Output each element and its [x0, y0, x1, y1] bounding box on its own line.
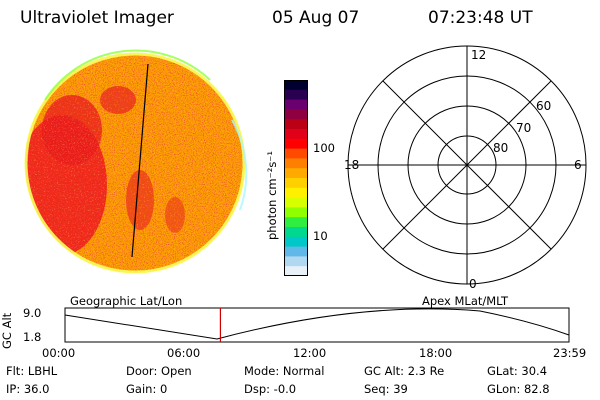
- ip-info: IP: 36.0: [6, 382, 50, 396]
- colorbar-swatch: [284, 80, 308, 91]
- colorbar-swatch: [284, 148, 308, 159]
- glon-info: GLon: 82.8: [487, 382, 550, 396]
- apex-caption: Apex MLat/MLT: [422, 294, 509, 308]
- colorbar-unit-label: photon cm⁻²s⁻¹: [265, 151, 279, 240]
- altitude-min-label: 1.8: [23, 330, 42, 344]
- colorbar-swatch: [284, 246, 308, 257]
- colorbar-swatch: [284, 138, 308, 150]
- dsp-info: Dsp: -0.0: [244, 382, 297, 396]
- colorbar-swatch: [284, 217, 308, 228]
- colorbar-tick-100: 100: [313, 141, 335, 155]
- glat-info: GLat: 30.4: [487, 364, 548, 378]
- colorbar-swatch: [284, 109, 308, 120]
- altitude-axis-label: GC Alt: [0, 312, 14, 349]
- filter-info: Flt: LBHL: [6, 364, 58, 378]
- x-tick-1800: 18:00: [419, 346, 453, 360]
- geographic-caption: Geographic Lat/Lon: [70, 294, 183, 308]
- colorbar-swatch: [284, 129, 308, 140]
- mlat-ring-label-60: 60: [536, 99, 551, 113]
- altitude-orbit-plot: [64, 307, 570, 343]
- uv-earth-disk-image: [24, 49, 248, 274]
- time-label: 07:23:48 UT: [428, 8, 533, 28]
- polar-mlt-grid: 12 18 6 0 60 70 80: [344, 45, 587, 291]
- colorbar-swatch: [284, 197, 308, 208]
- mlt-label-left: 18: [344, 158, 359, 172]
- colorbar-swatch: [284, 99, 308, 110]
- colorbar-swatch: [284, 168, 308, 179]
- x-tick-2359: 23:59: [553, 346, 587, 360]
- x-tick-0600: 06:00: [167, 346, 201, 360]
- altitude-curve: [64, 308, 570, 340]
- colorbar-swatch: [284, 178, 308, 189]
- colorbar-swatch: [284, 256, 308, 267]
- gain-info: Gain: 0: [126, 382, 168, 396]
- mlat-ring-label-80: 80: [493, 141, 508, 155]
- mlt-label-top: 12: [471, 48, 486, 62]
- colorbar-frame: [284, 80, 308, 276]
- colorbar-swatch: [284, 89, 308, 101]
- mlt-label-bottom: 0: [469, 277, 477, 291]
- date-label: 05 Aug 07: [272, 8, 360, 28]
- colorbar-swatch: [284, 266, 308, 276]
- mlat-ring-label-70: 70: [516, 121, 531, 135]
- colorbar-swatch: [284, 227, 308, 238]
- x-tick-1200: 12:00: [293, 346, 327, 360]
- mlt-label-right: 6: [574, 158, 582, 172]
- colorbar-swatch: [284, 187, 308, 199]
- color-scale-bar: [284, 80, 308, 276]
- colorbar-swatch: [284, 119, 308, 130]
- colorbar-swatch: [284, 207, 308, 218]
- colorbar-swatch: [284, 236, 308, 248]
- gc-altitude-info: GC Alt: 2.3 Re: [364, 364, 445, 378]
- altitude-max-label: 9.0: [23, 306, 42, 320]
- plot-frame: [64, 307, 570, 343]
- x-tick-0000: 00:00: [42, 346, 76, 360]
- door-info: Door: Open: [126, 364, 192, 378]
- colorbar-swatch: [284, 158, 308, 169]
- mode-info: Mode: Normal: [244, 364, 325, 378]
- colorbar-tick-10: 10: [313, 229, 328, 243]
- instrument-title: Ultraviolet Imager: [20, 8, 174, 28]
- sequence-info: Seq: 39: [364, 382, 408, 396]
